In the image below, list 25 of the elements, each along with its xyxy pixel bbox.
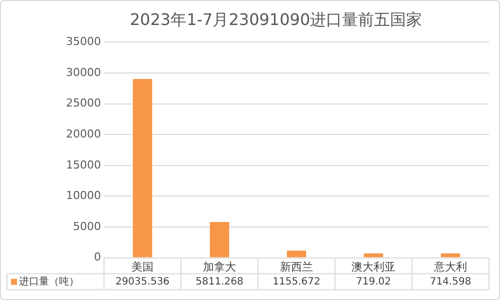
bar	[286, 250, 306, 258]
data-label: 719.02	[356, 276, 391, 288]
x-tick-label: 美国	[131, 260, 154, 274]
y-tick-label: 5000	[72, 220, 101, 233]
bar	[210, 222, 230, 258]
legend-label: 进口量（吨）	[19, 275, 79, 288]
y-tick-label: 10000	[66, 189, 101, 202]
x-tick-label: 加拿大	[202, 260, 236, 274]
y-tick-label: 15000	[66, 158, 101, 172]
data-label: 29035.536	[115, 276, 170, 288]
chart-title: 2023年1-7月23091090进口量前五国家	[130, 10, 422, 29]
x-tick-label: 新西兰	[280, 260, 313, 274]
bar	[132, 78, 152, 258]
bar	[440, 253, 460, 258]
y-tick-label: 20000	[66, 127, 101, 140]
data-label: 1155.672	[272, 276, 320, 288]
bar	[364, 253, 384, 258]
data-label: 714.598	[430, 276, 472, 288]
y-tick-label: 35000	[66, 35, 101, 48]
y-tick-label: 30000	[66, 66, 101, 79]
x-tick-label: 意大利	[433, 260, 467, 274]
x-tick-label: 澳大利亚	[352, 260, 396, 274]
data-label: 5811.268	[196, 276, 244, 288]
y-tick-label: 25000	[66, 96, 101, 110]
y-tick-label: 0	[94, 250, 101, 264]
